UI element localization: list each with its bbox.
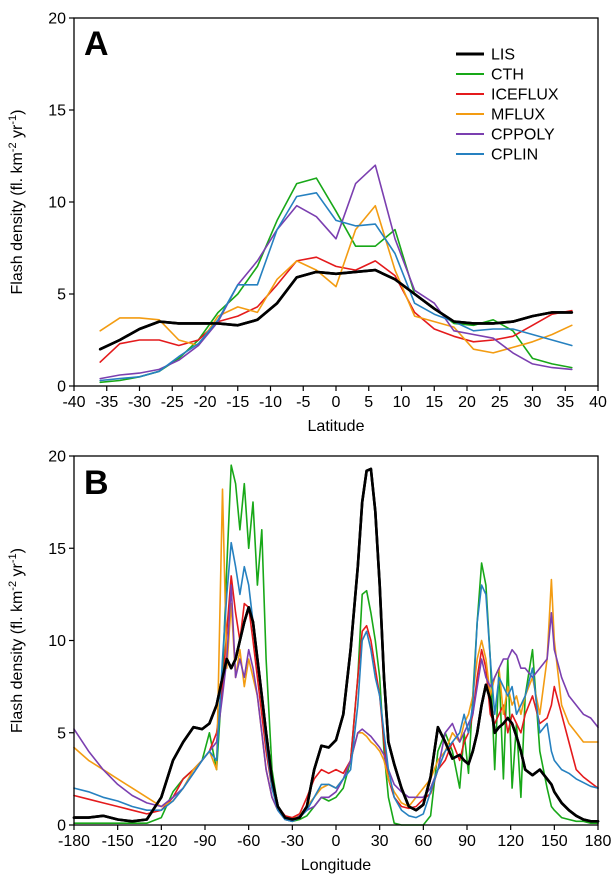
panel-letter: B [84, 464, 109, 502]
y-axis-label-part: ) [9, 110, 26, 115]
y-tick-label: 20 [48, 11, 66, 28]
series-line-cth [99, 177, 573, 384]
y-tick-label: 5 [57, 287, 66, 304]
y-axis-label-part: Flash density (fl. km [9, 591, 26, 733]
legend-label-mflux: MFLUX [491, 107, 546, 124]
series-line-iceflux [99, 256, 573, 363]
series-line-cppoly [99, 164, 573, 380]
y-tick-label: 15 [48, 103, 66, 120]
series-line-lis-overlay [72, 467, 600, 823]
x-tick-label: 30 [371, 833, 389, 850]
y-axis-label-part: Flash density (fl. km [9, 152, 26, 294]
y-axis-label: Flash density (fl. km-2 yr-1) [7, 110, 26, 295]
y-axis-label-superscript: -1 [7, 115, 19, 125]
series-line-cplin [99, 192, 573, 382]
panel-letter: A [84, 25, 109, 63]
x-tick-label: 40 [589, 394, 607, 411]
x-tick-label: 120 [497, 833, 524, 850]
x-tick-label: -150 [102, 833, 134, 850]
x-tick-label: -20 [193, 394, 216, 411]
y-axis-label-superscript: -2 [7, 142, 19, 152]
series-line-cppoly [73, 584, 599, 823]
x-tick-label: 15 [425, 394, 443, 411]
x-tick-label: -15 [226, 394, 249, 411]
x-tick-label: 25 [491, 394, 509, 411]
y-tick-label: 5 [57, 725, 66, 742]
y-axis-label-part: yr [9, 124, 26, 142]
y-tick-label: 20 [48, 449, 66, 466]
x-tick-label: 90 [458, 833, 476, 850]
x-tick-label: 30 [524, 394, 542, 411]
x-tick-label: -60 [237, 833, 260, 850]
y-tick-label: 0 [57, 818, 66, 835]
x-tick-label: 10 [393, 394, 411, 411]
series-line-cplin [73, 541, 599, 823]
y-tick-label: 10 [48, 633, 66, 650]
legend-label-iceflux: ICEFLUX [491, 87, 559, 104]
series-line-mflux [73, 488, 599, 821]
x-tick-label: 150 [541, 833, 568, 850]
series-line-mflux [99, 204, 573, 354]
legend-label-lis: LIS [491, 47, 515, 64]
y-tick-label: 10 [48, 195, 66, 212]
x-tick-label: -25 [161, 394, 184, 411]
x-tick-label: 0 [332, 833, 341, 850]
y-axis-label: Flash density (fl. km-2 yr-1) [7, 548, 26, 733]
x-tick-label: -120 [145, 833, 177, 850]
legend-label-cplin: CPLIN [491, 147, 538, 164]
y-tick-label: 0 [57, 379, 66, 396]
series-line-cth [73, 464, 599, 826]
y-axis-label-part: ) [9, 548, 26, 553]
x-tick-label: -180 [58, 833, 90, 850]
x-tick-label: 5 [364, 394, 373, 411]
x-tick-label: 0 [332, 394, 341, 411]
y-axis-label-part: yr [9, 562, 26, 580]
y-axis-label-superscript: -1 [7, 553, 19, 563]
x-tick-label: 20 [458, 394, 476, 411]
x-tick-label: -5 [296, 394, 310, 411]
y-axis-label-superscript: -2 [7, 581, 19, 591]
x-tick-label: -35 [95, 394, 118, 411]
legend-label-cppoly: CPPOLY [491, 127, 555, 144]
x-tick-label: 60 [414, 833, 432, 850]
series-line-lis [98, 268, 574, 351]
x-tick-label: -90 [193, 833, 216, 850]
x-axis-label: Latitude [308, 418, 365, 435]
chart-panel-b: -180 -150 -120 -90 -60 -30 0 30 60 90 120 150 180051… [7, 449, 611, 875]
x-axis-label: Longitude [301, 857, 371, 874]
chart-panel-a: -40 -35 -30 -25 -20 -15 -10 -5 0 5 10 15 20 25 30 35 400… [7, 11, 607, 436]
x-tick-label: 180 [585, 833, 612, 850]
y-tick-label: 15 [48, 541, 66, 558]
x-tick-label: -30 [281, 833, 304, 850]
x-tick-label: 35 [556, 394, 574, 411]
series-line-lis-overlay [98, 268, 574, 351]
legend-label-cth: CTH [491, 67, 524, 84]
x-tick-label: -40 [62, 394, 85, 411]
x-tick-label: -30 [128, 394, 151, 411]
x-tick-label: -10 [259, 394, 282, 411]
